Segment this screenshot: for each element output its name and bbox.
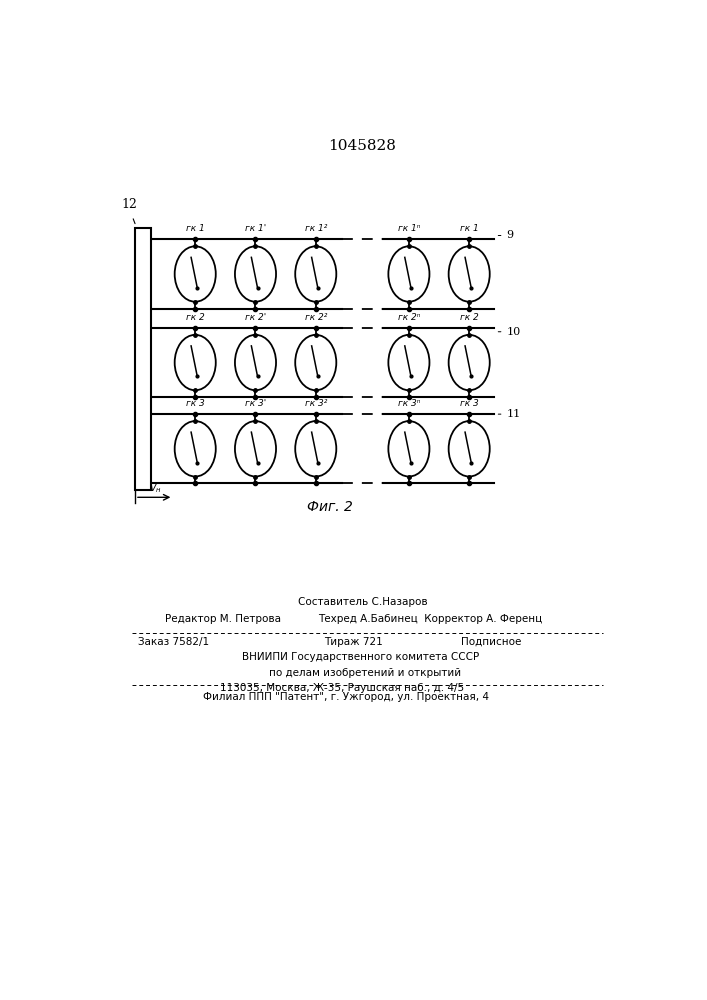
Bar [135, 228, 151, 490]
Ellipse shape [175, 246, 216, 302]
Text: гк 3²: гк 3² [305, 399, 327, 408]
Ellipse shape [235, 335, 276, 390]
Ellipse shape [296, 335, 337, 390]
Ellipse shape [235, 421, 276, 477]
Text: 9: 9 [498, 231, 513, 240]
Text: гк 1ⁿ: гк 1ⁿ [398, 224, 420, 233]
Text: Подписное: Подписное [461, 637, 521, 647]
Text: гк 2: гк 2 [460, 313, 479, 322]
Text: гк 2ⁿ: гк 2ⁿ [398, 313, 420, 322]
Text: Фиг. 2: Фиг. 2 [307, 500, 352, 514]
Text: гк 1: гк 1 [186, 224, 204, 233]
Text: гк 1²: гк 1² [305, 224, 327, 233]
Bar [135, 228, 151, 490]
Text: Составитель С.Назаров: Составитель С.Назаров [298, 597, 427, 607]
Text: гк 3ⁿ: гк 3ⁿ [398, 399, 420, 408]
Text: гк 2': гк 2' [245, 313, 266, 322]
Ellipse shape [388, 421, 429, 477]
Ellipse shape [449, 421, 490, 477]
Text: гк 2²: гк 2² [305, 313, 327, 322]
Text: по делам изобретений и открытий: по делам изобретений и открытий [269, 668, 461, 678]
Text: 10: 10 [498, 327, 520, 337]
Text: Заказ 7582/1: Заказ 7582/1 [138, 637, 209, 647]
Ellipse shape [388, 246, 429, 302]
Text: гк 3: гк 3 [460, 399, 479, 408]
Text: гк 3': гк 3' [245, 399, 266, 408]
Text: 11: 11 [498, 409, 520, 419]
Ellipse shape [296, 246, 337, 302]
Ellipse shape [449, 335, 490, 390]
Text: 12: 12 [122, 198, 137, 211]
Text: Филиал ППП "Патент", г. Ужгород, ул. Проектная, 4: Филиал ППП "Патент", г. Ужгород, ул. Про… [204, 692, 489, 702]
Text: 1045828: 1045828 [328, 139, 397, 153]
Text: 113035, Москва, Ж-35, Раушская наб., д. 4/5: 113035, Москва, Ж-35, Раушская наб., д. … [220, 683, 464, 693]
Text: гк 2: гк 2 [186, 313, 204, 322]
Ellipse shape [449, 246, 490, 302]
Text: гк 1: гк 1 [460, 224, 479, 233]
Text: гк 1': гк 1' [245, 224, 266, 233]
Text: гк 3: гк 3 [186, 399, 204, 408]
Ellipse shape [235, 246, 276, 302]
Text: к $V_н$: к $V_н$ [141, 481, 163, 495]
Text: Техред А.Бабинец  Корректор А. Ференц: Техред А.Бабинец Корректор А. Ференц [319, 614, 543, 624]
Ellipse shape [175, 421, 216, 477]
Text: Редактор М. Петрова: Редактор М. Петрова [165, 614, 281, 624]
Ellipse shape [296, 421, 337, 477]
Text: ВНИИПИ Государственного комитета СССР: ВНИИПИ Государственного комитета СССР [242, 652, 479, 662]
Text: Тираж 721: Тираж 721 [324, 637, 382, 647]
Ellipse shape [175, 335, 216, 390]
Ellipse shape [388, 335, 429, 390]
